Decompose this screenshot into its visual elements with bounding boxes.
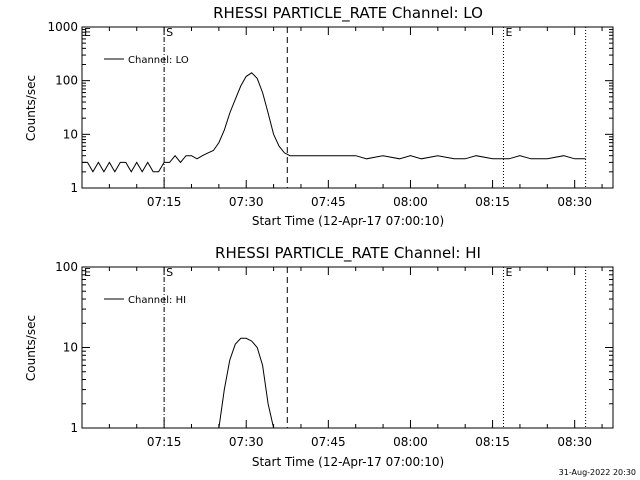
event-marker-label: E — [506, 26, 513, 39]
y-axis-label: Counts/sec — [24, 75, 38, 141]
y-tick-label: 10 — [63, 341, 78, 355]
series-line-hi — [218, 337, 275, 429]
legend: Channel: LO — [104, 55, 189, 66]
x-tick-label: 07:30 — [229, 195, 264, 209]
x-tick-label: 07:45 — [311, 195, 346, 209]
event-marker-label: S — [166, 266, 173, 279]
x-tick-label: 08:00 — [393, 195, 428, 209]
panel-hi: RHESSI PARTICLE_RATE Channel: HI Counts/… — [24, 244, 614, 469]
x-tick-label: 07:15 — [147, 435, 182, 449]
x-axis-label: Start Time (12-Apr-17 07:00:10) — [252, 214, 444, 228]
x-tick-label: 07:45 — [311, 435, 346, 449]
plot-frame — [81, 266, 614, 429]
y-tick-label: 1 — [70, 181, 78, 195]
x-axis-label: Start Time (12-Apr-17 07:00:10) — [252, 455, 444, 469]
event-marker-label: E — [84, 266, 91, 279]
legend-label: Channel: HI — [128, 295, 186, 306]
x-tick-label: 07:15 — [147, 195, 182, 209]
y-tick-label: 1 — [70, 421, 78, 435]
event-marker-label: S — [166, 26, 173, 39]
legend-label: Channel: LO — [128, 55, 189, 66]
x-tick-label: 08:30 — [557, 195, 592, 209]
x-tick-label: 07:30 — [229, 435, 264, 449]
x-ticks: 07:15 07:30 07:45 08:00 08:15 08:30 — [108, 267, 603, 449]
event-marker-label: E — [84, 26, 91, 39]
y-ticks: 1 10 100 1000 — [47, 20, 613, 195]
chart-title: RHESSI PARTICLE_RATE Channel: HI — [215, 244, 481, 263]
footer-timestamp: 31-Aug-2022 20:30 — [559, 468, 636, 477]
event-marker-label: E — [506, 266, 513, 279]
x-tick-label: 08:00 — [393, 435, 428, 449]
series-line-lo — [82, 72, 586, 173]
y-tick-label: 10 — [63, 127, 78, 141]
y-axis-label: Counts/sec — [24, 315, 38, 381]
x-ticks: 07:15 07:30 07:45 08:00 08:15 08:30 — [108, 27, 603, 209]
x-tick-label: 08:15 — [475, 435, 510, 449]
x-tick-label: 08:30 — [557, 435, 592, 449]
legend: Channel: HI — [104, 295, 186, 306]
chart-title: RHESSI PARTICLE_RATE Channel: LO — [213, 4, 483, 23]
panel-lo: RHESSI PARTICLE_RATE Channel: LO Counts/… — [24, 4, 614, 228]
y-tick-label: 100 — [55, 260, 78, 274]
y-tick-label: 100 — [55, 74, 78, 88]
x-tick-label: 08:15 — [475, 195, 510, 209]
plot-frame — [81, 26, 614, 189]
y-tick-label: 1000 — [47, 20, 78, 34]
y-ticks: 1 10 100 — [55, 260, 613, 435]
